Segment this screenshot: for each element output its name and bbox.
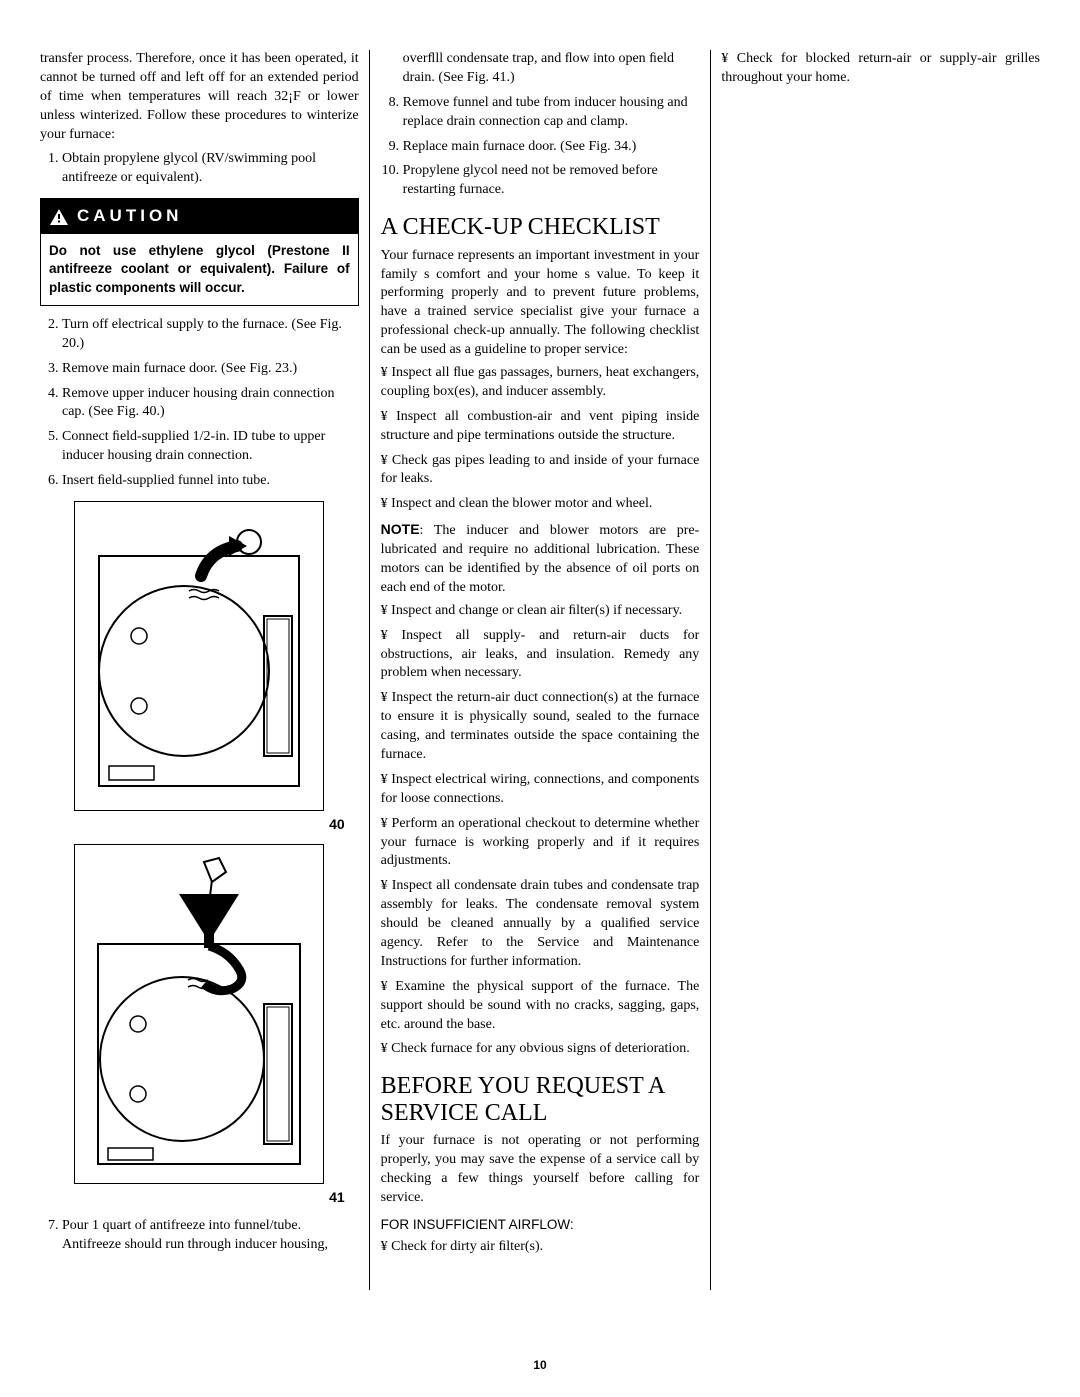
checklist-item: ¥ Inspect all condensate drain tubes and… bbox=[381, 877, 700, 971]
figure-41 bbox=[74, 844, 324, 1184]
list-item: Connect ﬁeld-supplied 1/2-in. ID tube to… bbox=[62, 428, 359, 466]
list-item: Insert ﬁeld-supplied funnel into tube. bbox=[62, 472, 359, 491]
airflow-item: ¥ Check for blocked return-air or supply… bbox=[721, 50, 1040, 88]
note-body: : The inducer and blower motors are pre-… bbox=[381, 523, 700, 595]
checklist-item: ¥ Check gas pipes leading to and inside … bbox=[381, 452, 700, 490]
caution-box: CAUTION Do not use ethylene glycol (Pres… bbox=[40, 198, 359, 306]
list-item: Remove upper inducer housing drain conne… bbox=[62, 385, 359, 423]
checklist-heading: A CHECK-UP CHECKLIST bbox=[381, 214, 700, 240]
airflow-item: ¥ Check for dirty air ﬁlter(s). bbox=[381, 1238, 700, 1257]
figure-41-caption: 41 bbox=[40, 1188, 345, 1207]
list-item: Propylene glycol need not be removed bef… bbox=[403, 162, 700, 200]
caution-header: CAUTION bbox=[41, 199, 358, 234]
list-item: Remove funnel and tube from inducer hous… bbox=[403, 94, 700, 132]
checklist-item: ¥ Inspect the return-air duct connection… bbox=[381, 689, 700, 765]
caution-title: CAUTION bbox=[77, 205, 182, 228]
list-item: Obtain propylene glycol (RV/swimming poo… bbox=[62, 150, 359, 188]
note-paragraph: NOTE: The inducer and blower motors are … bbox=[381, 520, 700, 598]
figure-40 bbox=[74, 501, 324, 811]
checklist-intro: Your furnace represents an important inv… bbox=[381, 247, 700, 360]
checklist-item: ¥ Inspect electrical wiring, connections… bbox=[381, 771, 700, 809]
list-item: Remove main furnace door. (See Fig. 23.) bbox=[62, 360, 359, 379]
caution-body: Do not use ethylene glycol (Prestone II … bbox=[41, 234, 358, 305]
furnace-diagram-icon bbox=[89, 516, 309, 796]
checklist-item: ¥ Inspect all ﬂue gas passages, burners,… bbox=[381, 364, 700, 402]
winterize-list-1: Obtain propylene glycol (RV/swimming poo… bbox=[40, 150, 359, 188]
service-intro: If your furnace is not operating or not … bbox=[381, 1132, 700, 1208]
list-item: Turn off electrical supply to the furnac… bbox=[62, 316, 359, 354]
warning-icon bbox=[49, 208, 69, 226]
figure-40-caption: 40 bbox=[40, 815, 345, 834]
checklist-item: ¥ Inspect and clean the blower motor and… bbox=[381, 495, 700, 514]
note-label: NOTE bbox=[381, 521, 420, 537]
furnace-funnel-diagram-icon bbox=[84, 854, 314, 1174]
airflow-subhead: FOR INSUFFICIENT AIRFLOW: bbox=[381, 1216, 700, 1234]
checklist-item: ¥ Examine the physical support of the fu… bbox=[381, 978, 700, 1035]
winterize-list-2: Turn off electrical supply to the furnac… bbox=[40, 316, 359, 491]
page-number: 10 bbox=[0, 1357, 1080, 1373]
checklist-item: ¥ Perform an operational checkout to det… bbox=[381, 815, 700, 872]
service-call-heading: BEFORE YOU REQUEST A SERVICE CALL bbox=[381, 1073, 700, 1126]
intro-paragraph: transfer process. Therefore, once it has… bbox=[40, 50, 359, 144]
checklist-item: ¥ Inspect all combustion-air and vent pi… bbox=[381, 408, 700, 446]
checklist-item: ¥ Check furnace for any obvious signs of… bbox=[381, 1040, 700, 1059]
checklist-item: ¥ Inspect and change or clean air ﬁlter(… bbox=[381, 602, 700, 621]
checklist-item: ¥ Inspect all supply- and return-air duc… bbox=[381, 627, 700, 684]
list-item: Replace main furnace door. (See Fig. 34.… bbox=[403, 138, 700, 157]
